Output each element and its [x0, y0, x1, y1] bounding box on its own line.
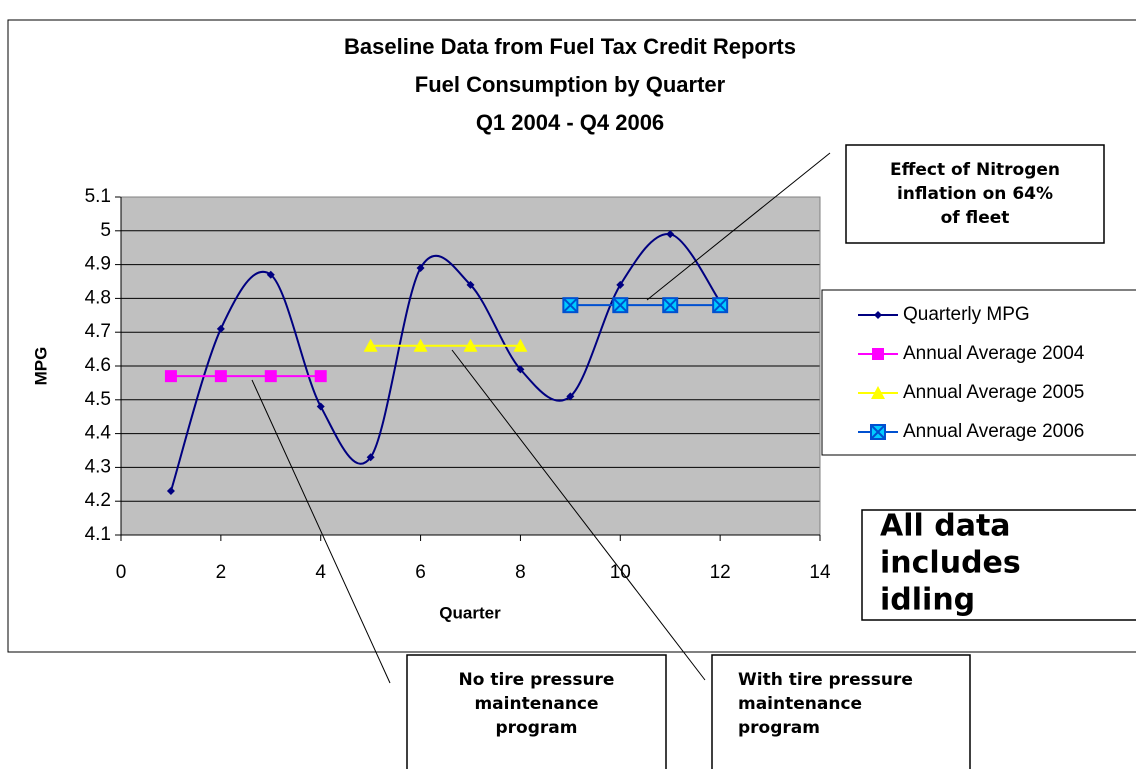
marker	[463, 338, 478, 352]
marker	[666, 230, 675, 239]
y-tick-label: 4.2	[85, 490, 111, 511]
x-tick-label: 8	[515, 562, 526, 583]
marker	[266, 270, 275, 279]
x-tick-label: 10	[610, 562, 631, 583]
x-tick-label: 6	[415, 562, 426, 583]
annotation-text: Effect of Nitrogen	[890, 160, 1060, 180]
annotation-text: idling	[880, 583, 975, 618]
legend-label: Annual Average 2004	[903, 343, 1085, 364]
y-tick-label: 5.1	[85, 186, 111, 207]
y-tick-label: 4.7	[85, 321, 111, 342]
annotation-text: inflation on 64%	[897, 184, 1053, 204]
annotation-text: With tire pressure	[738, 670, 913, 690]
y-tick-label: 4.3	[85, 456, 111, 477]
marker	[871, 386, 885, 399]
annotation-text: maintenance	[474, 694, 598, 714]
callout-line	[251, 379, 391, 684]
x-tick-label: 12	[710, 562, 731, 583]
marker	[164, 370, 177, 383]
chart-title: Baseline Data from Fuel Tax Credit Repor…	[344, 34, 796, 59]
chart-title: Fuel Consumption by Quarter	[415, 72, 726, 97]
marker	[214, 370, 227, 383]
annotation-text: No tire pressure	[459, 670, 615, 690]
annotation-box	[406, 654, 667, 769]
marker	[166, 487, 175, 496]
marker	[612, 297, 629, 314]
marker	[874, 311, 882, 319]
marker	[466, 280, 475, 289]
annotation-text: of fleet	[941, 208, 1010, 228]
y-tick-label: 4.9	[85, 254, 111, 275]
annotation-box	[711, 654, 971, 769]
y-tick-label: 4.8	[85, 287, 111, 308]
marker-cross	[712, 297, 728, 313]
marker-cross	[662, 297, 678, 313]
x-tick-label: 0	[116, 562, 127, 583]
x-axis-label: Quarter	[439, 603, 501, 622]
y-tick-label: 5	[100, 220, 111, 241]
marker	[662, 297, 679, 314]
y-tick-label: 4.5	[85, 389, 111, 410]
marker-cross	[612, 297, 628, 313]
annotation-box	[845, 144, 1105, 244]
marker	[314, 370, 327, 383]
marker	[870, 424, 886, 440]
marker	[216, 324, 225, 333]
x-tick-label: 14	[809, 562, 831, 583]
x-tick-label: 4	[315, 562, 326, 583]
marker	[363, 338, 378, 352]
annotation-text: All data	[880, 509, 1011, 544]
legend-label: Annual Average 2005	[903, 382, 1084, 403]
y-tick-label: 4.6	[85, 355, 111, 376]
annotation-text: includes	[880, 546, 1021, 581]
marker	[566, 392, 575, 401]
marker	[562, 297, 579, 314]
y-tick-label: 4.4	[85, 423, 112, 444]
legend-label: Annual Average 2006	[903, 421, 1084, 442]
y-tick-label: 4.1	[85, 524, 111, 545]
callout-line	[451, 349, 706, 681]
marker	[413, 338, 428, 352]
legend-label: Quarterly MPG	[903, 304, 1030, 325]
marker	[712, 297, 729, 314]
callout-line	[646, 152, 831, 301]
marker-cross	[870, 424, 886, 440]
marker	[872, 348, 884, 360]
annotation-text: program	[738, 718, 820, 738]
marker	[316, 402, 325, 411]
annotation-text: program	[496, 718, 578, 738]
marker	[513, 338, 528, 352]
marker	[616, 280, 625, 289]
marker	[264, 370, 277, 383]
marker	[366, 453, 375, 462]
marker	[516, 365, 525, 374]
annotation-text: maintenance	[738, 694, 862, 714]
x-tick-label: 2	[216, 562, 227, 583]
annotation-box	[861, 509, 1136, 621]
y-axis-label: MPG	[31, 347, 50, 386]
marker-cross	[562, 297, 579, 313]
chart-title: Q1 2004 - Q4 2006	[476, 110, 664, 135]
marker	[416, 263, 425, 272]
